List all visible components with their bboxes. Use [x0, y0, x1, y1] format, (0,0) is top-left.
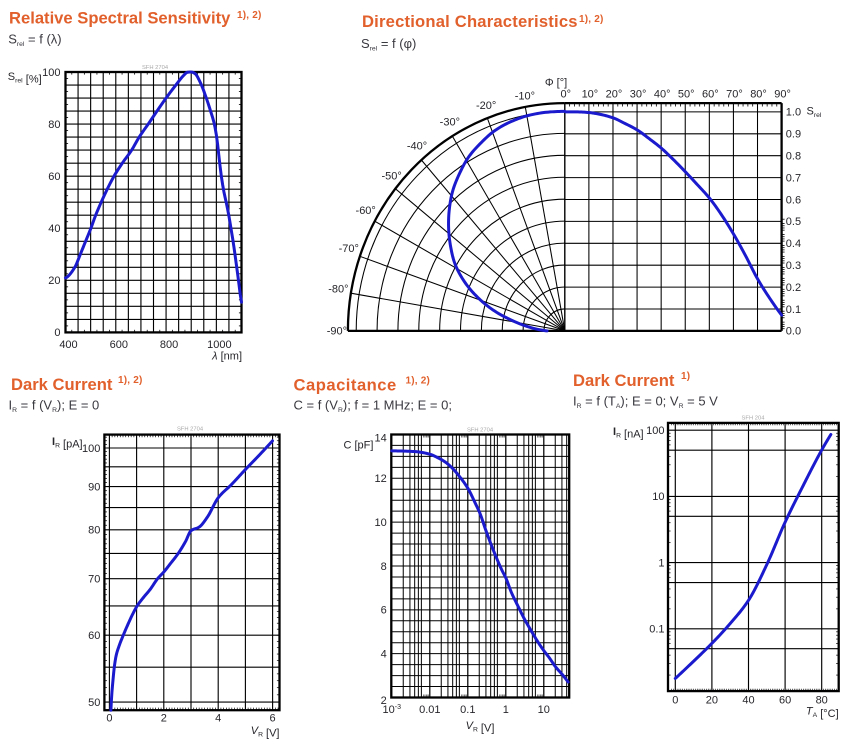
- svg-text:IR = f (VR); E = 0: IR = f (VR); E = 0: [9, 398, 100, 415]
- svg-text:Directional Characteristics: Directional Characteristics: [362, 12, 578, 31]
- svg-text:50: 50: [88, 697, 100, 709]
- svg-text:4: 4: [215, 713, 221, 725]
- svg-text:1.0: 1.0: [786, 107, 801, 119]
- svg-text:10: 10: [538, 704, 550, 716]
- svg-text:Φ [°]: Φ [°]: [545, 77, 567, 89]
- svg-text:-10°: -10°: [515, 91, 535, 103]
- svg-text:C [pF]: C [pF]: [344, 440, 374, 452]
- svg-text:14: 14: [375, 432, 387, 444]
- svg-text:λ [nm]: λ [nm]: [211, 351, 242, 363]
- svg-text:20°: 20°: [606, 89, 623, 101]
- svg-text:60: 60: [48, 171, 60, 183]
- svg-text:1), 2): 1), 2): [579, 14, 604, 25]
- svg-text:0.3: 0.3: [786, 260, 801, 272]
- svg-text:800: 800: [160, 339, 178, 351]
- svg-text:1: 1: [503, 704, 509, 716]
- svg-text:1): 1): [681, 371, 690, 382]
- svg-text:1), 2): 1), 2): [406, 376, 431, 387]
- svg-text:40: 40: [742, 695, 754, 707]
- svg-text:0: 0: [54, 327, 60, 339]
- svg-text:40°: 40°: [654, 89, 671, 101]
- svg-text:10: 10: [652, 491, 664, 503]
- svg-text:SFH 2704: SFH 2704: [177, 427, 204, 433]
- svg-text:2: 2: [381, 695, 387, 707]
- svg-text:SFH 2704: SFH 2704: [467, 428, 494, 434]
- svg-text:-60°: -60°: [356, 205, 376, 217]
- svg-text:1), 2): 1), 2): [237, 10, 262, 21]
- svg-text:90: 90: [88, 481, 100, 493]
- svg-text:30°: 30°: [630, 89, 647, 101]
- svg-text:60: 60: [88, 630, 100, 642]
- svg-text:0: 0: [106, 713, 112, 725]
- svg-text:-40°: -40°: [407, 141, 427, 153]
- svg-text:0.8: 0.8: [786, 151, 801, 163]
- svg-text:VR [V]: VR [V]: [251, 725, 280, 740]
- svg-text:1), 2): 1), 2): [118, 375, 143, 386]
- svg-text:40: 40: [48, 223, 60, 235]
- svg-text:50°: 50°: [678, 89, 695, 101]
- svg-text:0.4: 0.4: [786, 238, 801, 250]
- svg-text:1: 1: [658, 557, 664, 569]
- svg-text:IR [pA]: IR [pA]: [52, 436, 83, 451]
- svg-text:Capacitance: Capacitance: [294, 376, 397, 395]
- svg-text:Relative Spectral Sensitivity: Relative Spectral Sensitivity: [9, 9, 231, 28]
- svg-text:70: 70: [88, 574, 100, 586]
- svg-text:VR [V]: VR [V]: [466, 720, 495, 735]
- svg-text:6: 6: [381, 605, 387, 617]
- svg-text:0.5: 0.5: [786, 216, 801, 228]
- svg-text:12: 12: [375, 473, 387, 485]
- svg-text:20: 20: [48, 275, 60, 287]
- svg-text:0.1: 0.1: [460, 704, 475, 716]
- svg-text:Srel = f (φ): Srel = f (φ): [361, 36, 416, 53]
- svg-text:80°: 80°: [750, 89, 767, 101]
- svg-text:-80°: -80°: [328, 284, 348, 296]
- svg-text:0.1: 0.1: [649, 624, 664, 636]
- svg-text:80: 80: [816, 695, 828, 707]
- svg-text:0.0: 0.0: [786, 326, 801, 338]
- svg-text:80: 80: [88, 525, 100, 537]
- svg-text:0.6: 0.6: [786, 194, 801, 206]
- svg-text:Srel = f (λ): Srel = f (λ): [8, 32, 61, 49]
- svg-text:-90°: -90°: [327, 326, 347, 338]
- svg-text:-20°: -20°: [476, 100, 496, 112]
- svg-text:-50°: -50°: [382, 170, 402, 182]
- svg-text:0.2: 0.2: [786, 282, 801, 294]
- svg-text:60°: 60°: [702, 89, 719, 101]
- svg-text:100: 100: [42, 67, 60, 79]
- svg-text:4: 4: [381, 648, 387, 660]
- svg-text:SFH 204: SFH 204: [742, 416, 766, 422]
- svg-text:0.01: 0.01: [419, 704, 440, 716]
- svg-text:20: 20: [706, 695, 718, 707]
- svg-text:8: 8: [381, 561, 387, 573]
- svg-text:10: 10: [375, 517, 387, 529]
- svg-text:10°: 10°: [582, 89, 599, 101]
- svg-text:IR [nA]: IR [nA]: [613, 426, 644, 441]
- svg-text:6: 6: [270, 713, 276, 725]
- svg-text:0.9: 0.9: [786, 129, 801, 141]
- svg-text:100: 100: [82, 443, 100, 455]
- svg-text:80: 80: [48, 119, 60, 131]
- svg-text:60: 60: [779, 695, 791, 707]
- svg-text:-70°: -70°: [339, 243, 359, 255]
- svg-text:0: 0: [672, 695, 678, 707]
- svg-text:0.7: 0.7: [786, 172, 801, 184]
- svg-text:SFH 2704: SFH 2704: [142, 65, 169, 71]
- svg-text:0°: 0°: [561, 89, 572, 101]
- svg-text:Dark Current: Dark Current: [573, 371, 675, 390]
- svg-text:400: 400: [59, 339, 77, 351]
- svg-text:2: 2: [161, 713, 167, 725]
- svg-text:Dark Current: Dark Current: [11, 375, 113, 394]
- svg-text:70°: 70°: [726, 89, 743, 101]
- svg-text:100: 100: [646, 425, 664, 437]
- svg-text:600: 600: [110, 339, 128, 351]
- svg-text:0.1: 0.1: [786, 304, 801, 316]
- svg-text:1000: 1000: [207, 339, 231, 351]
- svg-text:IR = f (TA); E = 0; VR = 5 V: IR = f (TA); E = 0; VR = 5 V: [573, 394, 718, 411]
- svg-text:-30°: -30°: [440, 116, 460, 128]
- svg-text:90°: 90°: [774, 89, 791, 101]
- svg-text:C = f (VR); f = 1 MHz; E = 0;: C = f (VR); f = 1 MHz; E = 0;: [294, 398, 452, 415]
